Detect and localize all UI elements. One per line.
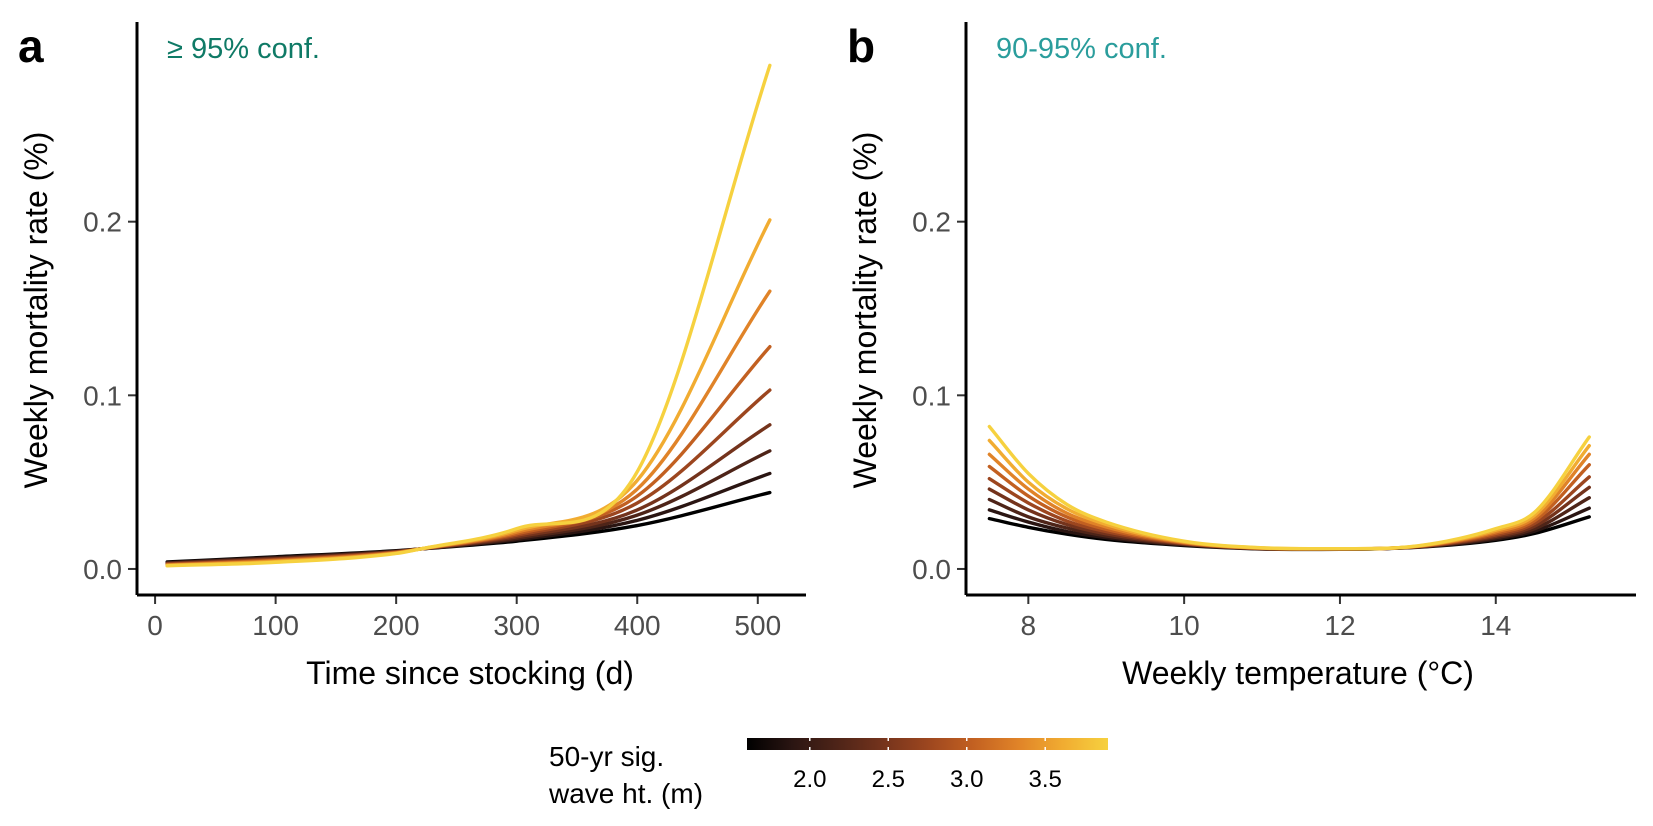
x-tick-label: 500: [734, 610, 781, 641]
confidence-annotation: ≥ 95% conf.: [167, 33, 320, 65]
panel-label: b: [847, 20, 875, 72]
line-series-7: [165, 289, 772, 567]
x-axis-label: Time since stocking (d): [306, 655, 634, 691]
x-ticks: 0 100 200 300 400 500: [147, 595, 781, 641]
colorbar-tick-label: 2.0: [793, 766, 826, 793]
x-tick-label: 14: [1480, 610, 1511, 641]
x-tick-label: 100: [252, 610, 299, 641]
x-tick-label: 300: [493, 610, 540, 641]
colorbar-gradient: [747, 738, 1108, 750]
colorbar-legend: 50-yr sig. wave ht. (m) 2.0 2.5 3.0 3.5: [548, 738, 1108, 809]
panel-b: b 90-95% conf. Weekly mortality rate (%)…: [847, 20, 1636, 691]
y-tick-label: 0.1: [83, 380, 122, 411]
panel-a: a ≥ 95% conf. Weekly mortality rate (%) …: [18, 20, 806, 691]
confidence-annotation: 90-95% conf.: [996, 33, 1167, 65]
y-ticks: 0.0 0.1 0.2: [83, 207, 137, 585]
y-tick-label: 0.2: [83, 207, 122, 238]
x-tick-label: 8: [1021, 610, 1037, 641]
x-tick-label: 10: [1169, 610, 1200, 641]
x-axis-label: Weekly temperature (°C): [1122, 655, 1474, 691]
line-series-9: [987, 424, 1591, 551]
colorbar-tick-label: 3.0: [950, 766, 983, 793]
line-series-8: [165, 218, 772, 568]
line-series-9: [165, 63, 772, 568]
line-series-group: [165, 63, 772, 568]
colorbar-ticks: 2.0 2.5 3.0 3.5: [793, 738, 1062, 793]
x-tick-label: 200: [373, 610, 420, 641]
x-tick-label: 12: [1324, 610, 1355, 641]
y-tick-label: 0.2: [912, 207, 951, 238]
x-ticks: 8 10 12 14: [1021, 595, 1511, 641]
y-ticks: 0.0 0.1 0.2: [912, 207, 966, 585]
colorbar-tick-label: 3.5: [1029, 766, 1062, 793]
y-tick-label: 0.0: [912, 554, 951, 585]
colorbar-title-line1: 50-yr sig.: [549, 741, 664, 772]
y-axis-label: Weekly mortality rate (%): [847, 132, 883, 489]
y-tick-label: 0.1: [912, 380, 951, 411]
colorbar-tick-label: 2.5: [872, 766, 905, 793]
colorbar-title-line2: wave ht. (m): [548, 778, 703, 809]
line-series-1: [165, 490, 772, 564]
panel-label: a: [18, 20, 44, 72]
x-tick-label: 0: [147, 610, 163, 641]
line-series-group: [987, 424, 1591, 552]
line-series-6: [165, 345, 772, 567]
y-axis-label: Weekly mortality rate (%): [18, 132, 54, 489]
y-tick-label: 0.0: [83, 554, 122, 585]
x-tick-label: 400: [614, 610, 661, 641]
